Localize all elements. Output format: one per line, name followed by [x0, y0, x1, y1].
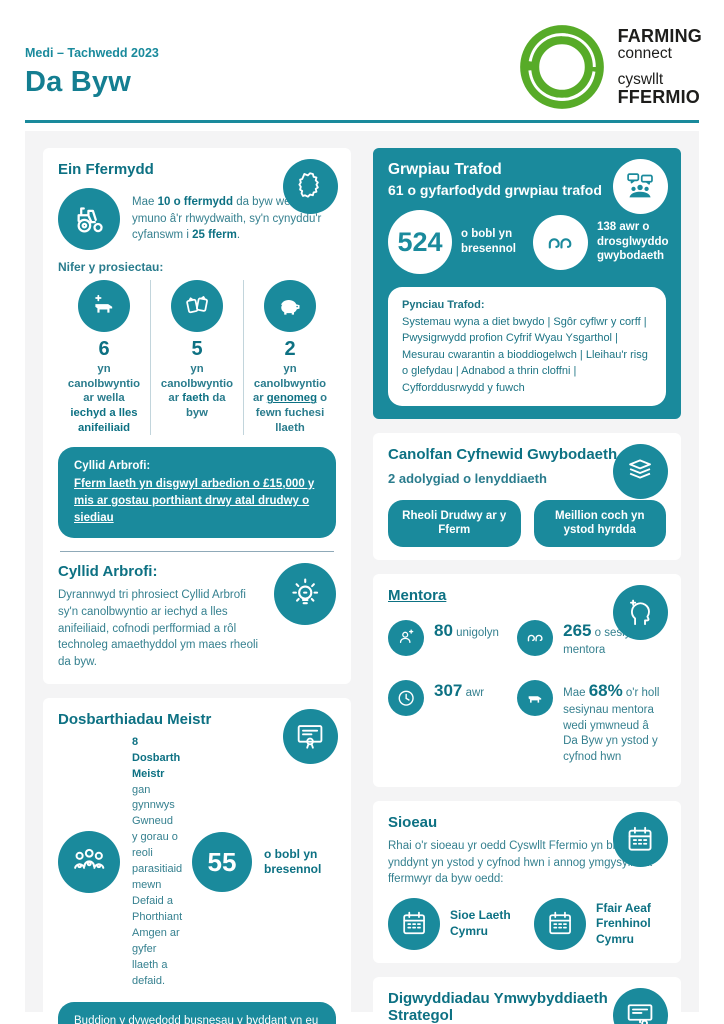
- dosbarthiadau-text: 8 Dosbarth Meistr gan gynnwys Gwneud y g…: [132, 735, 183, 987]
- project-health: 6 yn canolbwyntio ar wella iechyd a lles…: [58, 280, 150, 435]
- project-genomics-count: 2: [284, 338, 296, 360]
- canolfan-heading: Canolfan Cyfnewid Gwybodaeth: [388, 446, 618, 463]
- cow-health-icon: [78, 280, 130, 332]
- mentora-individuals-text: 80 unigolyn: [434, 620, 499, 640]
- pig-icon: [264, 280, 316, 332]
- layers-icon: [613, 444, 668, 499]
- logo-farming: FARMING: [617, 26, 702, 47]
- rheoli-drudwy-button[interactable]: Rheoli Drudwy ar y Fferm: [388, 499, 521, 547]
- dosbarthiadau-heading: Dosbarthiadau Meistr: [58, 710, 212, 728]
- wales-map-icon: [283, 159, 338, 214]
- benefits-box: Buddion y dywedodd busnesau y byddant yn…: [58, 1001, 336, 1024]
- logo-connect: connect: [617, 45, 672, 63]
- lightbulb-icon: [274, 563, 336, 626]
- page-title: Da Byw: [25, 66, 131, 98]
- show-item-ffair-aeaf: Ffair Aeaf Frenhinol Cymru: [534, 898, 666, 951]
- digwyddiadau-card: Digwyddiadau Ymwybyddiaeth Strategol 19 …: [373, 977, 681, 1024]
- logo-swirl-icon: [519, 25, 604, 109]
- mentora-livestock-text: Mae 68% o'r holl sesiynau mentora wedi y…: [563, 681, 660, 763]
- funding-article-link[interactable]: Fferm laeth yn disgwyl arbedion o £15,00…: [74, 477, 315, 525]
- projects-stats: 6 yn canolbwyntio ar wella iechyd a lles…: [58, 280, 336, 436]
- project-health-label: yn canolbwyntio ar wella iechyd a lles a…: [67, 363, 141, 434]
- mentora-hours-stat: 307 awr: [388, 680, 507, 765]
- dosbarthiadau-meistr-card: Dosbarthiadau Meistr 8 Dosbarth Meistr g…: [43, 697, 351, 1024]
- ein-ffermydd-intro: Mae 10 o ffermydd da byw wedi ymuno â'r …: [132, 195, 322, 242]
- ein-ffermydd-card: Ein Ffermydd Mae 10 o ffermydd da byw we…: [43, 148, 351, 684]
- cyllid-arbrofi-heading: Cyllid Arbrofi:: [58, 563, 158, 581]
- presentation-award-icon: [613, 988, 668, 1024]
- clock-icon: [388, 680, 424, 717]
- attendees-label: o bobl yn bresennol: [461, 228, 516, 255]
- section-divider: [60, 551, 334, 553]
- sioeau-body: Rhai o'r sioeau yr oedd Cyswllt Ffermio …: [388, 840, 657, 886]
- ein-ffermydd-heading: Ein Ffermydd: [58, 161, 154, 178]
- grwpiau-heading: Grwpiau Trafod: [388, 161, 502, 178]
- mentora-hours-text: 307 awr: [434, 681, 485, 701]
- cyllid-arbrofi-body: Dyrannwyd tri phrosiect Cyllid Arbrofi s…: [58, 589, 259, 669]
- two-heads-icon: [517, 619, 554, 656]
- digwyddiadau-heading: Digwyddiadau Ymwybyddiaeth Strategol: [388, 990, 608, 1024]
- tractor-icon: [58, 188, 120, 250]
- canolfan-subheading: 2 adolygiad o lenyddiaeth: [388, 471, 547, 486]
- projects-label: Nifer y prosiectau:: [58, 260, 164, 274]
- certificate-icon: [283, 708, 338, 764]
- date-range: Medi – Tachwedd 2023: [25, 46, 159, 60]
- content-panel: Ein Ffermydd Mae 10 o ffermydd da byw we…: [25, 131, 699, 1024]
- logo-wordmark: FARMING connect cyswllt FFERMIO: [618, 27, 702, 106]
- logo-cyswllt: cyswllt: [617, 70, 664, 88]
- mentora-individuals-stat: 80 unigolyn: [388, 619, 507, 658]
- attendees-count-circle: 55: [192, 832, 252, 893]
- mentora-card: Mentora 80 unigolyn: [373, 573, 681, 788]
- grwpiau-hours-stat: 138 awr o drosglwyddo gwybodaeth: [533, 214, 669, 270]
- show-name: Sioe Laeth Cymru: [450, 908, 511, 939]
- attendees-label: o bobl yn bresennol: [264, 847, 322, 877]
- attendees-count-circle: 524: [388, 210, 452, 274]
- calendar-icon: [388, 898, 440, 951]
- topics-list: Systemau wyna a diet bwydo | Sgôr cyflwr…: [402, 315, 648, 394]
- sioeau-card: Sioeau Rhai o'r sioeau yr oedd Cyswllt F…: [373, 801, 681, 964]
- show-item-sioe-laeth: Sioe Laeth Cymru: [388, 898, 520, 951]
- cow-icon: [517, 680, 554, 717]
- left-column: Ein Ffermydd Mae 10 o ffermydd da byw we…: [43, 148, 351, 1024]
- people-award-icon: [58, 831, 120, 894]
- feed-bags-icon: [171, 280, 223, 332]
- project-genomics: 2 yn canolbwyntio ar genomeg o fewn fuch…: [243, 280, 336, 436]
- project-genomics-label: yn canolbwyntio ar genomeg o fewn fuches…: [252, 363, 328, 434]
- mentora-heading: Mentora: [388, 586, 447, 604]
- project-nutrition-label: yn canolbwyntio ar faeth da byw: [160, 363, 234, 420]
- topics-title: Pynciau Trafod:: [402, 299, 485, 311]
- grwpiau-attendees-stat: 524 o bobl yn bresennol: [388, 210, 521, 274]
- funding-highlight-box: Cyllid Arbrofi: Fferm laeth yn disgwyl a…: [58, 447, 336, 539]
- mentora-livestock-stat: Mae 68% o'r holl sesiynau mentora wedi y…: [517, 680, 666, 765]
- project-nutrition: 5 yn canolbwyntio ar faeth da byw: [150, 280, 243, 436]
- mentor-head-icon: [613, 584, 668, 640]
- farming-connect-logo: FARMING connect cyswllt FFERMIO: [515, 20, 702, 114]
- knowledge-transfer-label: 138 awr o drosglwyddo gwybodaeth: [597, 220, 669, 263]
- project-health-count: 6: [98, 338, 110, 360]
- header-divider: [25, 120, 699, 123]
- calendar-icon: [534, 898, 586, 951]
- literature-buttons: Rheoli Drudwy ar y Fferm Meillion coch y…: [388, 499, 666, 547]
- right-column: Grwpiau Trafod 61 o gyfarfodydd grwpiau …: [373, 148, 681, 1024]
- person-plus-icon: [388, 619, 424, 656]
- sioeau-heading: Sioeau: [388, 814, 438, 832]
- chat-group-icon: [613, 159, 668, 214]
- shows-list: Sioe Laeth Cymru Ffair Aeaf Frenhinol Cy…: [388, 898, 666, 951]
- canolfan-card: Canolfan Cyfnewid Gwybodaeth 2 adolygiad…: [373, 433, 681, 560]
- calendar-icon: [613, 812, 668, 868]
- topics-box: Pynciau Trafod: Systemau wyna a diet bwy…: [388, 287, 666, 406]
- funding-box-title: Cyllid Arbrofi:: [74, 460, 151, 473]
- project-nutrition-count: 5: [191, 338, 203, 360]
- two-heads-icon: [533, 214, 588, 270]
- grwpiau-trafod-card: Grwpiau Trafod 61 o gyfarfodydd grwpiau …: [373, 148, 681, 419]
- meillion-coch-button[interactable]: Meillion coch yn ystod hyrdda: [533, 499, 666, 547]
- logo-ffermio: FFERMIO: [617, 86, 700, 107]
- show-name: Ffair Aeaf Frenhinol Cymru: [596, 900, 651, 946]
- grwpiau-subheading: 61 o gyfarfodydd grwpiau trafod: [388, 182, 602, 198]
